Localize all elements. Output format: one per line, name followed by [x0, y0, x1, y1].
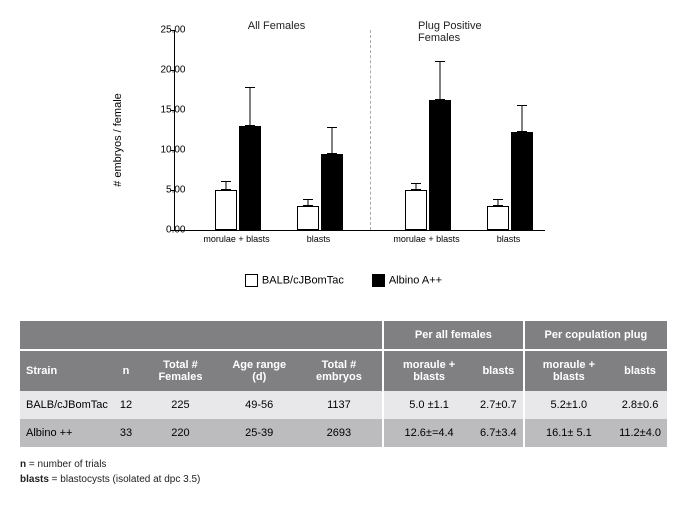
col-age-range: Age range (d)	[223, 350, 296, 391]
col-plug-blasts: blasts	[613, 350, 667, 391]
bar	[405, 190, 427, 230]
table-cell: 5.0 ±1.1	[383, 391, 474, 419]
legend-item: Albino A++	[372, 274, 442, 287]
col-total-embryos: Total # embryos	[296, 350, 383, 391]
table-cell: 12	[114, 391, 138, 419]
table-cell: 49-56	[223, 391, 296, 419]
x-group-label: morulae + blasts	[393, 234, 459, 244]
bar	[321, 154, 343, 230]
chart-legend: BALB/cJBomTac Albino A++	[124, 274, 564, 287]
x-group-label: blasts	[307, 234, 331, 244]
table-cell: 225	[138, 391, 223, 419]
table-notes: n = number of trials blasts = blastocyst…	[20, 457, 667, 487]
legend-item: BALB/cJBomTac	[245, 274, 344, 287]
table-cell: Albino ++	[20, 419, 114, 447]
table-group-header-row: Per all females Per copulation plug	[20, 321, 667, 350]
table-cell: 6.7±3.4	[474, 419, 524, 447]
y-tick-label: 5.00	[166, 185, 185, 196]
table-cell: 2693	[296, 419, 383, 447]
col-all-morulae-blasts: moraule + blasts	[383, 350, 474, 391]
table-row: BALB/cJBomTac1222549-5611375.0 ±1.12.7±0…	[20, 391, 667, 419]
chart-plot-area	[174, 30, 545, 231]
col-total-females: Total # Females	[138, 350, 223, 391]
table-cell: 16.1± 5.1	[524, 419, 613, 447]
panel-label: All Females	[248, 20, 305, 32]
y-axis-label: # embryos / female	[112, 93, 124, 187]
col-all-blasts: blasts	[474, 350, 524, 391]
legend-swatch	[245, 274, 258, 287]
table-cell: 5.2±1.0	[524, 391, 613, 419]
bar	[511, 132, 533, 230]
table-row: Albino ++3322025-39269312.6±=4.46.7±3.41…	[20, 419, 667, 447]
col-plug-morulae-blasts: moraule + blasts	[524, 350, 613, 391]
note-n-text: = number of trials	[26, 459, 106, 470]
table-cell: 12.6±=4.4	[383, 419, 474, 447]
table-cell: BALB/cJBomTac	[20, 391, 114, 419]
table-cell: 11.2±4.0	[613, 419, 667, 447]
bar	[487, 206, 509, 230]
col-n: n	[114, 350, 138, 391]
x-group-label: blasts	[497, 234, 521, 244]
table-cell: 1137	[296, 391, 383, 419]
panel-divider	[370, 30, 371, 230]
panel-label: Plug Positive Females	[418, 20, 515, 44]
y-tick-label: 20.00	[160, 65, 185, 76]
summary-table: Per all females Per copulation plug Stra…	[20, 321, 667, 447]
table-cell: 2.7±0.7	[474, 391, 524, 419]
col-strain: Strain	[20, 350, 114, 391]
legend-swatch	[372, 274, 385, 287]
table-cell: 220	[138, 419, 223, 447]
y-tick-label: 15.00	[160, 105, 185, 116]
group-per-copulation-plug: Per copulation plug	[524, 321, 667, 350]
bar	[215, 190, 237, 230]
group-per-all-females: Per all females	[383, 321, 524, 350]
bar	[239, 126, 261, 230]
note-blasts-text: = blastocysts (isolated at dpc 3.5)	[49, 474, 200, 485]
table-cell: 25-39	[223, 419, 296, 447]
legend-label: Albino A++	[389, 274, 442, 286]
bar	[297, 206, 319, 230]
table-header-row: Strain n Total # Females Age range (d) T…	[20, 350, 667, 391]
y-tick-label: 10.00	[160, 145, 185, 156]
x-group-label: morulae + blasts	[203, 234, 269, 244]
y-tick-label: 25.00	[160, 25, 185, 36]
legend-label: BALB/cJBomTac	[262, 274, 344, 286]
table-cell: 2.8±0.6	[613, 391, 667, 419]
y-tick-label: 0.00	[166, 225, 185, 236]
bar	[429, 100, 451, 230]
note-blasts-key: blasts	[20, 474, 49, 485]
table-cell: 33	[114, 419, 138, 447]
